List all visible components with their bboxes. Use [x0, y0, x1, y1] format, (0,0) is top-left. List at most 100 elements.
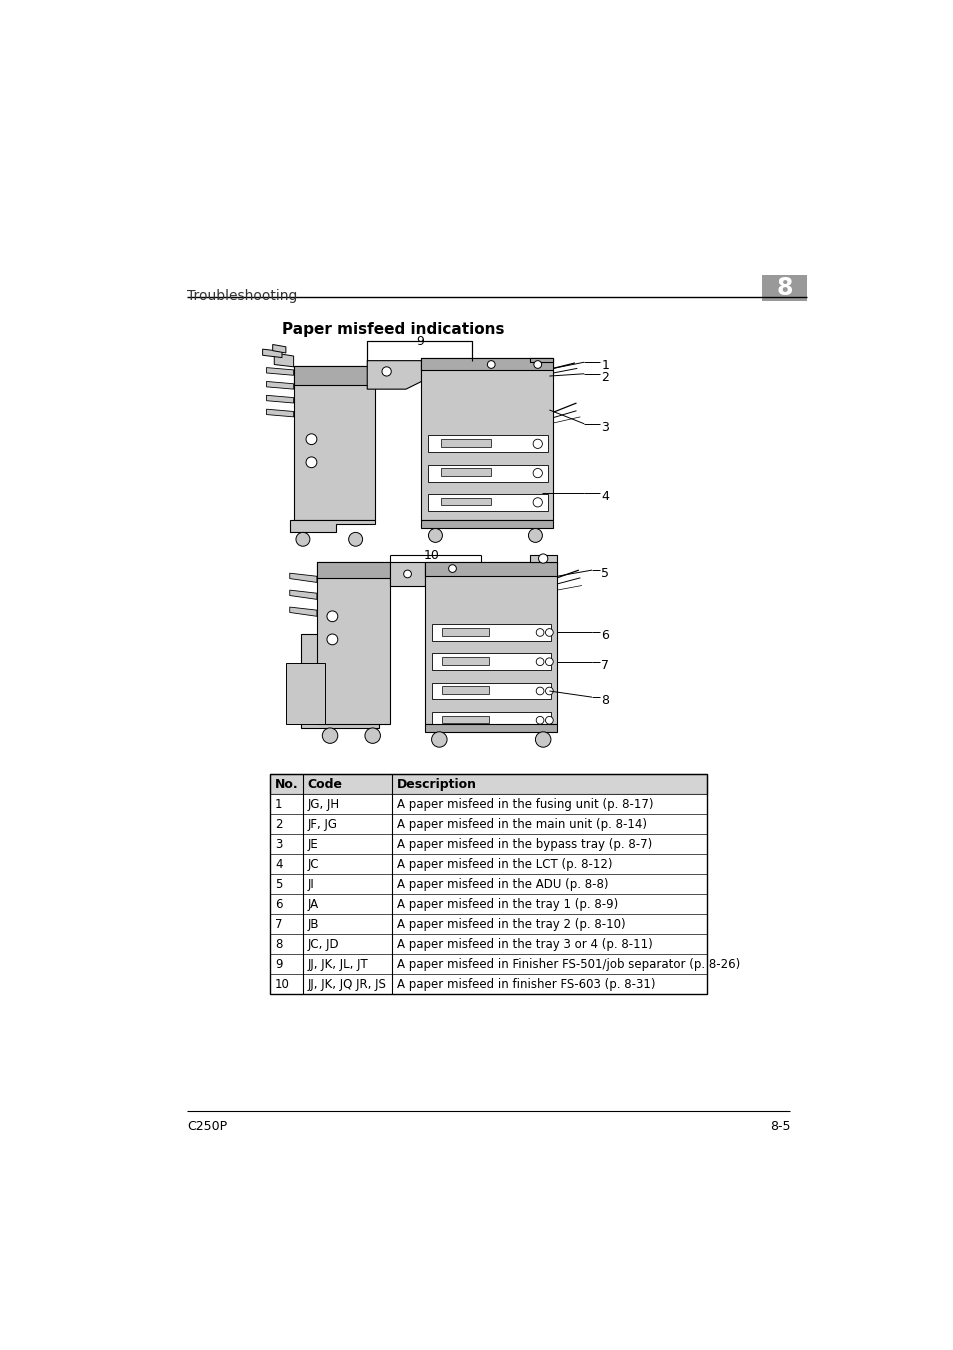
- Polygon shape: [530, 358, 553, 362]
- Bar: [427, 494, 547, 510]
- Text: JE: JE: [307, 838, 318, 850]
- Circle shape: [348, 532, 362, 547]
- Text: A paper misfeed in the tray 3 or 4 (p. 8-11): A paper misfeed in the tray 3 or 4 (p. 8…: [396, 938, 652, 950]
- Circle shape: [535, 732, 550, 747]
- Bar: [421, 520, 553, 528]
- Text: Troubleshooting: Troubleshooting: [187, 289, 297, 302]
- Bar: [431, 683, 550, 699]
- Polygon shape: [266, 367, 294, 375]
- Text: 8: 8: [274, 938, 282, 950]
- Circle shape: [545, 629, 553, 636]
- Circle shape: [534, 360, 541, 369]
- Bar: [440, 468, 491, 477]
- Bar: [440, 439, 491, 447]
- Text: 6: 6: [274, 898, 282, 911]
- Polygon shape: [316, 563, 390, 578]
- Circle shape: [545, 657, 553, 666]
- Text: 9: 9: [274, 958, 282, 971]
- Bar: [442, 686, 488, 694]
- Circle shape: [306, 433, 316, 444]
- Circle shape: [536, 657, 543, 666]
- Text: JG, JH: JG, JH: [307, 798, 339, 811]
- Text: JC, JD: JC, JD: [307, 938, 339, 950]
- Polygon shape: [262, 350, 282, 358]
- Circle shape: [448, 564, 456, 572]
- Text: A paper misfeed in the ADU (p. 8-8): A paper misfeed in the ADU (p. 8-8): [396, 878, 608, 891]
- Circle shape: [295, 532, 310, 547]
- Text: A paper misfeed in the tray 2 (p. 8-10): A paper misfeed in the tray 2 (p. 8-10): [396, 918, 624, 930]
- Bar: [367, 340, 472, 367]
- Text: 5: 5: [600, 567, 609, 580]
- Bar: [270, 834, 706, 855]
- Text: A paper misfeed in the LCT (p. 8-12): A paper misfeed in the LCT (p. 8-12): [396, 857, 612, 871]
- Text: A paper misfeed in the fusing unit (p. 8-17): A paper misfeed in the fusing unit (p. 8…: [396, 798, 653, 811]
- Bar: [761, 275, 806, 301]
- Polygon shape: [294, 366, 375, 520]
- Text: 2: 2: [274, 818, 282, 830]
- Text: 3: 3: [274, 838, 282, 850]
- Circle shape: [537, 554, 547, 563]
- Text: 10: 10: [423, 548, 439, 562]
- Circle shape: [533, 468, 542, 478]
- Bar: [442, 628, 488, 636]
- Polygon shape: [530, 555, 557, 563]
- Text: JC: JC: [307, 857, 319, 871]
- Polygon shape: [390, 563, 425, 586]
- Polygon shape: [286, 663, 324, 724]
- Polygon shape: [290, 590, 316, 599]
- Bar: [270, 814, 706, 834]
- Bar: [270, 855, 706, 875]
- Text: A paper misfeed in the main unit (p. 8-14): A paper misfeed in the main unit (p. 8-1…: [396, 818, 646, 830]
- Bar: [270, 894, 706, 914]
- Text: JB: JB: [307, 918, 318, 930]
- Circle shape: [487, 360, 495, 369]
- Text: JJ, JK, JQ JR, JS: JJ, JK, JQ JR, JS: [307, 977, 386, 991]
- Circle shape: [431, 732, 447, 747]
- Text: A paper misfeed in the bypass tray (p. 8-7): A paper misfeed in the bypass tray (p. 8…: [396, 838, 651, 850]
- Text: C250P: C250P: [187, 1120, 228, 1133]
- Circle shape: [365, 728, 380, 744]
- Bar: [425, 724, 557, 732]
- Text: JJ, JK, JL, JT: JJ, JK, JL, JT: [307, 958, 368, 971]
- Bar: [270, 794, 706, 814]
- Circle shape: [533, 498, 542, 508]
- Polygon shape: [266, 382, 294, 389]
- Text: JI: JI: [307, 878, 314, 891]
- Text: 1: 1: [600, 359, 609, 373]
- Circle shape: [322, 728, 337, 744]
- Polygon shape: [421, 358, 553, 520]
- Polygon shape: [301, 634, 378, 728]
- Text: Code: Code: [307, 778, 342, 791]
- Polygon shape: [316, 563, 390, 724]
- Text: 8: 8: [600, 694, 609, 707]
- Bar: [427, 435, 547, 452]
- Text: Description: Description: [396, 778, 476, 791]
- Bar: [440, 498, 491, 505]
- Circle shape: [381, 367, 391, 377]
- Polygon shape: [274, 352, 294, 367]
- Text: 4: 4: [274, 857, 282, 871]
- Circle shape: [428, 528, 442, 543]
- Polygon shape: [421, 358, 553, 370]
- Text: JF, JG: JF, JG: [307, 818, 337, 830]
- Polygon shape: [294, 366, 375, 385]
- Text: 7: 7: [600, 659, 609, 672]
- Polygon shape: [290, 520, 375, 532]
- Text: JA: JA: [307, 898, 318, 911]
- Polygon shape: [266, 409, 294, 417]
- Text: 9: 9: [416, 335, 423, 348]
- Text: 8-5: 8-5: [769, 1120, 790, 1133]
- Circle shape: [536, 717, 543, 724]
- Bar: [431, 711, 550, 729]
- Polygon shape: [425, 563, 557, 724]
- Bar: [270, 774, 706, 794]
- Polygon shape: [425, 563, 557, 576]
- Bar: [431, 653, 550, 670]
- Circle shape: [528, 528, 542, 543]
- Text: A paper misfeed in Finisher FS-501/job separator (p. 8-26): A paper misfeed in Finisher FS-501/job s…: [396, 958, 740, 971]
- Polygon shape: [266, 396, 294, 404]
- Bar: [270, 774, 706, 995]
- Bar: [270, 875, 706, 894]
- Text: Paper misfeed indications: Paper misfeed indications: [282, 323, 504, 338]
- Text: 4: 4: [600, 490, 609, 504]
